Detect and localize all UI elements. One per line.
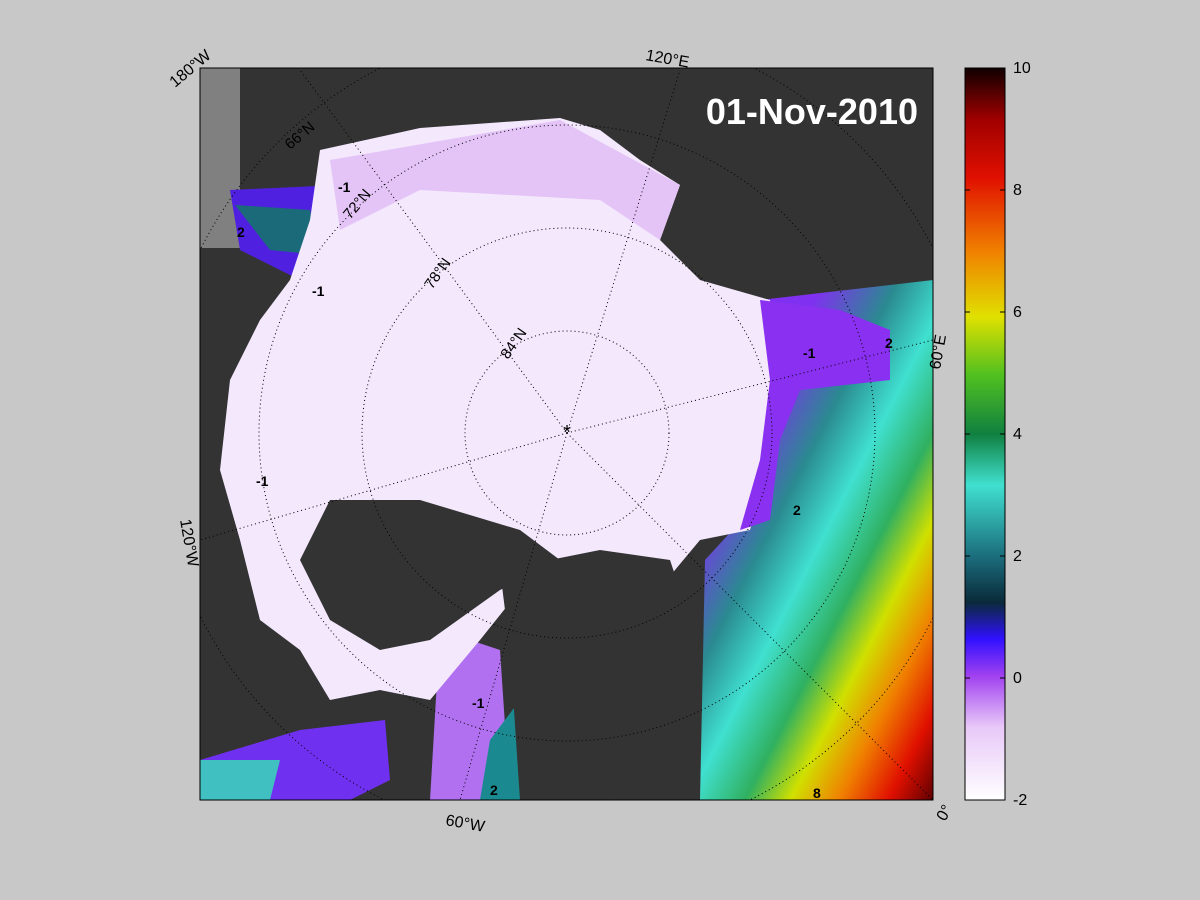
teal-sea (200, 760, 280, 800)
longitude-label: 60°E (927, 333, 950, 370)
contour-label: 2 (490, 782, 498, 798)
map-frame (199, 67, 934, 801)
colorbar-tick-label: 6 (1013, 304, 1022, 321)
graticule (200, 68, 933, 800)
teal-sea (235, 205, 320, 255)
contour-label: -1 (312, 283, 325, 299)
longitude-label: 0° (934, 802, 956, 824)
contour-label: -1 (803, 345, 816, 361)
longitude-label: 60°W (444, 812, 487, 836)
longitude-label: 120°W (176, 518, 201, 569)
colorbar-tick-label: -2 (1013, 792, 1027, 809)
map-panel: * 66°N 72°N 78°N 84°N -1 -1 -1 -1 -1 2 2… (200, 68, 933, 801)
colorbar-tick-label: 0 (1013, 670, 1022, 687)
contour-label: -1 (256, 473, 269, 489)
colorbar-tick-label: 10 (1013, 60, 1031, 77)
contour-label: 2 (793, 502, 801, 518)
warm-ocean (700, 280, 933, 800)
contour-label: -1 (338, 179, 351, 195)
teal-sea (480, 700, 525, 800)
sea-ice-edge (330, 120, 680, 240)
date-label: 01-Nov-2010 (706, 91, 918, 132)
colorbar-tick-label: 4 (1013, 426, 1022, 443)
land (300, 500, 560, 650)
purple-sea (740, 300, 890, 530)
contour-label: 8 (813, 785, 821, 801)
outside-grid (200, 68, 240, 248)
colorbar-tick-label: 2 (1013, 548, 1022, 565)
colorbar-tick-label: 8 (1013, 182, 1022, 199)
contour-label: 2 (885, 335, 893, 351)
contour-label: 2 (237, 224, 245, 240)
pole-marker: * (563, 422, 571, 444)
greenland (500, 550, 700, 800)
contour-label: -1 (472, 695, 485, 711)
colorbar (964, 67, 1006, 801)
